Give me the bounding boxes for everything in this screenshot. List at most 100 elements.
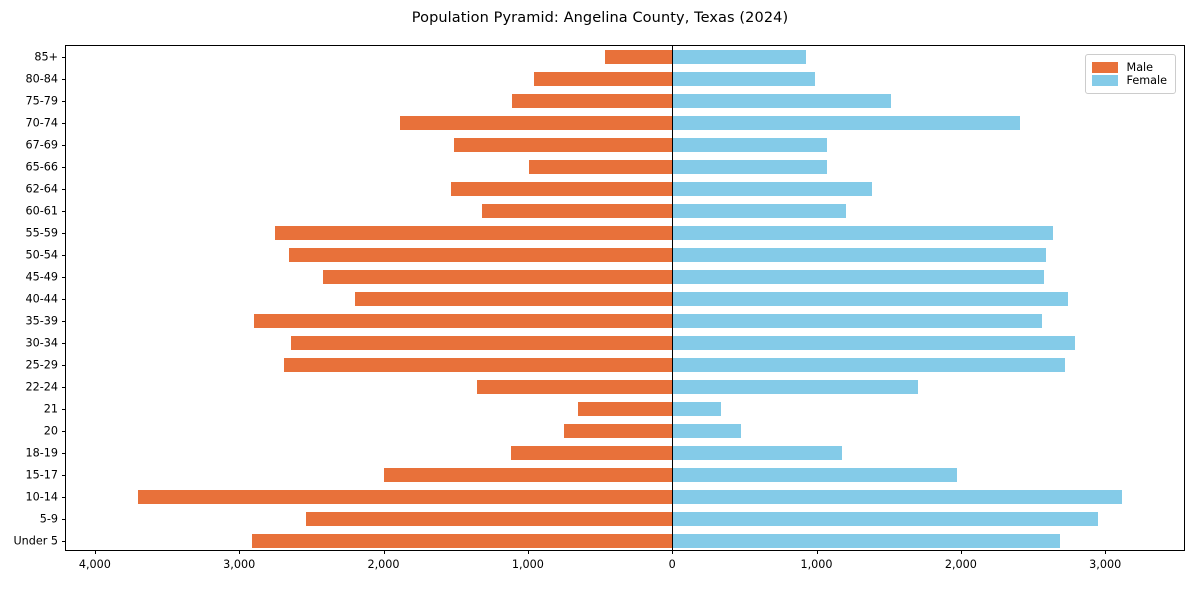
legend-item-female: Female	[1091, 74, 1167, 88]
y-tick-mark	[62, 497, 66, 498]
y-tick-mark	[62, 189, 66, 190]
y-tick-mark	[62, 321, 66, 322]
chart-title: Population Pyramid: Angelina County, Tex…	[411, 10, 789, 26]
y-tick-mark	[62, 123, 66, 124]
y-tick-label: 65-66	[25, 160, 58, 174]
y-tick-mark	[62, 519, 66, 520]
x-tick-mark	[239, 550, 241, 554]
bar-female-75-79	[672, 93, 891, 109]
bar-female-30-34	[672, 335, 1075, 351]
y-tick-mark	[62, 475, 66, 476]
y-tick-label: 18-19	[25, 446, 58, 460]
x-tick-mark	[94, 550, 96, 554]
legend-label: Female	[1126, 74, 1167, 88]
bar-row	[66, 137, 1184, 153]
bar-male-55-59	[274, 225, 673, 241]
bar-row	[66, 291, 1184, 307]
bar-row	[66, 225, 1184, 241]
bar-row	[66, 269, 1184, 285]
bar-male-22-24	[476, 379, 673, 395]
plot-area: 85+ 80-84 75-79 70-74 67-69 65-66 62-64 60-61 55…	[13, 45, 1185, 571]
bar-female-80-84	[672, 71, 816, 87]
bar-female-5-9	[672, 511, 1098, 527]
bar-male-67-69	[454, 137, 673, 153]
y-tick-mark	[62, 299, 66, 300]
y-tick-mark	[62, 409, 66, 410]
legend-item-male: Male	[1091, 61, 1167, 74]
y-tick-mark	[62, 387, 66, 388]
bar-row	[66, 401, 1184, 417]
y-tick-label: Under 5	[13, 534, 58, 548]
y-tick-mark	[62, 101, 66, 102]
x-tick-label: 4,000	[78, 558, 111, 571]
bar-row	[66, 313, 1184, 329]
bar-female-62-64	[672, 181, 873, 197]
bar-male-75-79	[511, 93, 673, 109]
x-tick-label: 0	[668, 558, 676, 571]
y-tick-mark	[62, 541, 66, 542]
bar-female-50-54	[672, 247, 1046, 263]
bar-female-70-74	[672, 115, 1020, 131]
chart-legend: Male Female	[1084, 54, 1176, 95]
bar-female-20	[672, 423, 742, 439]
legend-swatch-male	[1091, 62, 1118, 74]
x-tick-label: 2,000	[367, 558, 400, 571]
bar-male-25-29	[283, 357, 673, 373]
bar-row	[66, 115, 1184, 131]
bar-female-67-69	[672, 137, 827, 153]
bar-male-60-61	[481, 203, 673, 219]
y-tick-mark	[62, 431, 66, 432]
y-tick-mark	[62, 365, 66, 366]
y-tick-label: 55-59	[25, 226, 58, 240]
bar-female-10-14	[672, 489, 1123, 505]
bar-male-50-54	[288, 247, 673, 263]
y-tick-label: 62-64	[25, 182, 58, 196]
zero-axis-line	[672, 46, 674, 550]
bar-male-35-39	[253, 313, 673, 329]
bar-female-18-19	[672, 445, 842, 461]
y-tick-label: 20	[43, 424, 58, 438]
bar-row	[66, 93, 1184, 109]
y-tick-label: 45-49	[25, 270, 58, 284]
x-tick-mark	[527, 550, 529, 554]
bar-row	[66, 71, 1184, 87]
bar-female-85-	[672, 49, 806, 65]
bar-row	[66, 159, 1184, 175]
y-tick-label: 5-9	[39, 512, 58, 526]
bar-female-40-44	[672, 291, 1068, 307]
bar-female-35-39	[672, 313, 1042, 329]
bar-male-40-44	[354, 291, 673, 307]
bar-row	[66, 533, 1184, 549]
bar-male-30-34	[291, 335, 673, 351]
bar-row	[66, 379, 1184, 395]
y-tick-label: 40-44	[25, 292, 58, 306]
y-tick-label: 60-61	[25, 204, 58, 218]
bar-male-10-14	[138, 489, 673, 505]
bar-female-21	[672, 401, 722, 417]
y-tick-label: 70-74	[25, 116, 58, 130]
bar-male-65-66	[529, 159, 673, 175]
bar-male-5-9	[305, 511, 673, 527]
y-tick-label: 75-79	[25, 94, 58, 108]
bar-male-15-17	[383, 467, 673, 483]
bar-row	[66, 247, 1184, 263]
bar-male-85-	[605, 49, 673, 65]
y-tick-mark	[62, 453, 66, 454]
bar-row	[66, 203, 1184, 219]
y-tick-label: 67-69	[25, 138, 58, 152]
x-tick-label: 3,000	[1089, 558, 1122, 571]
y-tick-label: 30-34	[25, 336, 58, 350]
y-tick-mark	[62, 277, 66, 278]
y-tick-label: 35-39	[25, 314, 58, 328]
y-tick-mark	[62, 233, 66, 234]
bar-row	[66, 423, 1184, 439]
y-tick-mark	[62, 79, 66, 80]
legend-label: Male	[1126, 61, 1154, 74]
bar-female-25-29	[672, 357, 1065, 373]
bar-female-22-24	[672, 379, 918, 395]
bar-row	[66, 181, 1184, 197]
bar-female-55-59	[672, 225, 1054, 241]
y-tick-mark	[62, 167, 66, 168]
y-tick-label: 85+	[34, 50, 58, 64]
